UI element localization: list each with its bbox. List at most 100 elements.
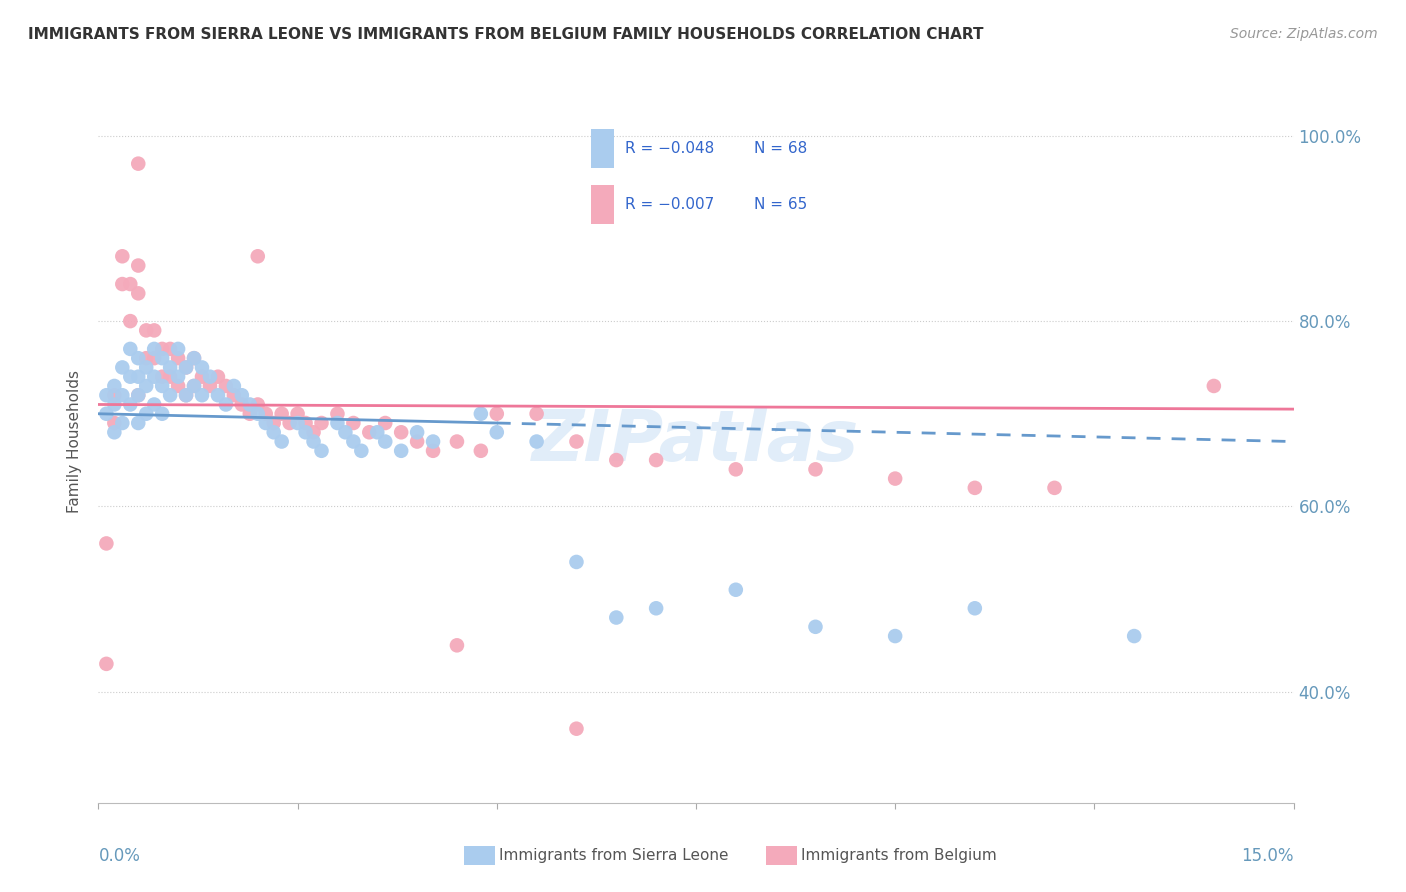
Point	[143, 351, 166, 366]
Point	[724, 462, 747, 476]
Point	[143, 323, 166, 337]
Point	[724, 582, 747, 597]
Point	[198, 379, 221, 393]
Point	[111, 416, 134, 430]
Point	[422, 434, 444, 449]
Point	[302, 425, 325, 440]
Point	[127, 369, 149, 384]
Point	[150, 342, 173, 356]
Point	[174, 360, 197, 375]
Point	[111, 388, 134, 402]
Point	[111, 249, 134, 263]
Point	[215, 379, 238, 393]
Point	[96, 536, 118, 550]
Point	[294, 416, 316, 430]
Point	[159, 342, 181, 356]
Point	[963, 601, 986, 615]
Point	[565, 722, 588, 736]
Point	[103, 416, 125, 430]
Point	[565, 434, 588, 449]
Text: 15.0%: 15.0%	[1241, 847, 1294, 865]
Point	[159, 369, 181, 384]
Point	[103, 388, 125, 402]
Point	[263, 416, 285, 430]
Point	[143, 397, 166, 411]
Point	[263, 425, 285, 440]
Point	[167, 369, 190, 384]
Point	[167, 351, 190, 366]
Point	[120, 277, 142, 291]
Point	[135, 379, 157, 393]
Point	[207, 388, 229, 402]
Point	[359, 425, 381, 440]
Point	[111, 360, 134, 375]
Point	[174, 388, 197, 402]
Point	[103, 397, 125, 411]
Point	[311, 443, 333, 458]
Text: Immigrants from Belgium: Immigrants from Belgium	[801, 848, 997, 863]
Point	[96, 657, 118, 671]
Point	[222, 388, 245, 402]
Point	[120, 314, 142, 328]
Point	[326, 407, 349, 421]
Point	[191, 360, 214, 375]
Point	[174, 388, 197, 402]
Point	[127, 416, 149, 430]
Point	[311, 416, 333, 430]
Point	[254, 407, 277, 421]
Point	[1202, 379, 1225, 393]
Point	[222, 379, 245, 393]
Point	[254, 416, 277, 430]
Point	[374, 416, 396, 430]
Point	[294, 425, 316, 440]
Point	[389, 443, 412, 458]
Point	[804, 462, 827, 476]
Point	[526, 407, 548, 421]
Point	[422, 443, 444, 458]
Point	[231, 397, 253, 411]
Point	[191, 369, 214, 384]
Point	[150, 369, 173, 384]
Point	[565, 555, 588, 569]
Point	[135, 360, 157, 375]
Y-axis label: Family Households: Family Households	[67, 370, 83, 513]
Point	[167, 379, 190, 393]
Point	[120, 369, 142, 384]
Point	[127, 156, 149, 170]
Point	[127, 351, 149, 366]
Point	[470, 443, 492, 458]
Point	[605, 610, 627, 624]
Point	[287, 416, 309, 430]
Point	[150, 407, 173, 421]
Point	[526, 434, 548, 449]
Point	[605, 453, 627, 467]
Point	[485, 407, 508, 421]
Point	[127, 388, 149, 402]
Point	[406, 434, 429, 449]
Point	[270, 434, 292, 449]
Point	[1123, 629, 1146, 643]
Point	[159, 388, 181, 402]
Point	[215, 397, 238, 411]
Point	[246, 249, 269, 263]
Point	[183, 351, 205, 366]
Point	[287, 407, 309, 421]
Point	[350, 443, 373, 458]
Point	[174, 360, 197, 375]
Point	[366, 425, 388, 440]
Point	[120, 342, 142, 356]
Text: Immigrants from Sierra Leone: Immigrants from Sierra Leone	[499, 848, 728, 863]
Point	[645, 453, 668, 467]
Point	[645, 601, 668, 615]
Point	[246, 397, 269, 411]
Point	[963, 481, 986, 495]
Point	[326, 416, 349, 430]
Point	[135, 351, 157, 366]
Point	[96, 407, 118, 421]
Point	[804, 620, 827, 634]
Point	[111, 277, 134, 291]
Point	[167, 342, 190, 356]
Point	[120, 397, 142, 411]
Point	[470, 407, 492, 421]
Point	[150, 351, 173, 366]
